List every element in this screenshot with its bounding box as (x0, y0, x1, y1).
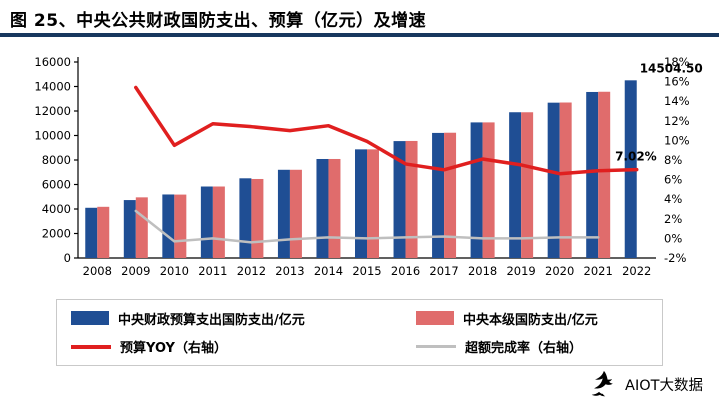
svg-text:7.02%: 7.02% (615, 150, 657, 164)
svg-text:16000: 16000 (34, 55, 71, 69)
legend-label: 中央本级国防支出/亿元 (463, 312, 598, 328)
svg-text:2010: 2010 (160, 264, 189, 278)
svg-text:2012: 2012 (237, 264, 266, 278)
svg-text:2020: 2020 (545, 264, 574, 278)
svg-text:2018: 2018 (468, 264, 497, 278)
legend-label: 中央财政预算支出国防支出/亿元 (118, 312, 305, 328)
svg-text:4%: 4% (664, 192, 682, 206)
svg-text:6000: 6000 (42, 178, 71, 192)
chart-legend: 中央财政预算支出国防支出/亿元 中央本级国防支出/亿元 预算YOY（右轴） 超额… (56, 299, 663, 366)
svg-text:2000: 2000 (42, 227, 71, 241)
figure-title: 图 25、中央公共财政国防支出、预算（亿元）及增速 (10, 11, 427, 31)
legend-label: 超额完成率（右轴） (465, 341, 583, 357)
svg-text:6%: 6% (664, 173, 682, 187)
svg-text:14%: 14% (664, 94, 690, 108)
legend-label: 预算YOY（右轴） (120, 341, 227, 357)
overcompletion-line-swatch-icon (416, 345, 456, 349)
svg-text:14000: 14000 (34, 80, 71, 94)
actual-bar-swatch-icon (416, 311, 454, 326)
svg-text:8%: 8% (664, 153, 682, 167)
svg-text:2016: 2016 (391, 264, 420, 278)
svg-text:12000: 12000 (34, 104, 71, 118)
svg-text:2019: 2019 (506, 264, 535, 278)
watermark-text: AIOT大数据 (625, 377, 703, 394)
watermark: AIOT大数据 (588, 369, 703, 399)
svg-text:2022: 2022 (622, 264, 651, 278)
svg-text:12%: 12% (664, 114, 690, 128)
svg-text:14504.50: 14504.50 (640, 61, 703, 75)
svg-text:2%: 2% (664, 212, 682, 226)
svg-text:2013: 2013 (275, 264, 304, 278)
svg-text:2009: 2009 (121, 264, 150, 278)
legend-item-yoy: 预算YOY（右轴） (71, 337, 416, 357)
svg-text:10000: 10000 (34, 129, 71, 143)
svg-text:2011: 2011 (198, 264, 227, 278)
svg-text:0: 0 (64, 251, 71, 265)
eagle-logo-icon (591, 370, 613, 397)
legend-item-actual: 中央本级国防支出/亿元 (416, 308, 648, 328)
svg-text:2015: 2015 (352, 264, 381, 278)
defense-budget-chart: 0 2000 4000 6000 8000 10000 12000 14000 16000 -2%… (34, 55, 703, 278)
svg-text:10%: 10% (664, 133, 690, 147)
legend-item-overcompletion: 超额完成率（右轴） (416, 337, 648, 357)
svg-text:0%: 0% (664, 231, 682, 245)
svg-text:-2%: -2% (664, 251, 686, 265)
svg-text:8000: 8000 (42, 153, 71, 167)
svg-text:2021: 2021 (584, 264, 613, 278)
svg-text:16%: 16% (664, 75, 690, 89)
budget-bar-swatch-icon (71, 311, 109, 326)
title-underline (0, 33, 719, 37)
svg-text:18%: 18% (664, 55, 690, 69)
svg-text:2017: 2017 (429, 264, 458, 278)
legend-item-budget: 中央财政预算支出国防支出/亿元 (71, 308, 416, 328)
svg-text:2014: 2014 (314, 264, 343, 278)
yoy-line-swatch-icon (71, 344, 111, 349)
svg-text:4000: 4000 (42, 202, 71, 216)
svg-text:2008: 2008 (83, 264, 112, 278)
